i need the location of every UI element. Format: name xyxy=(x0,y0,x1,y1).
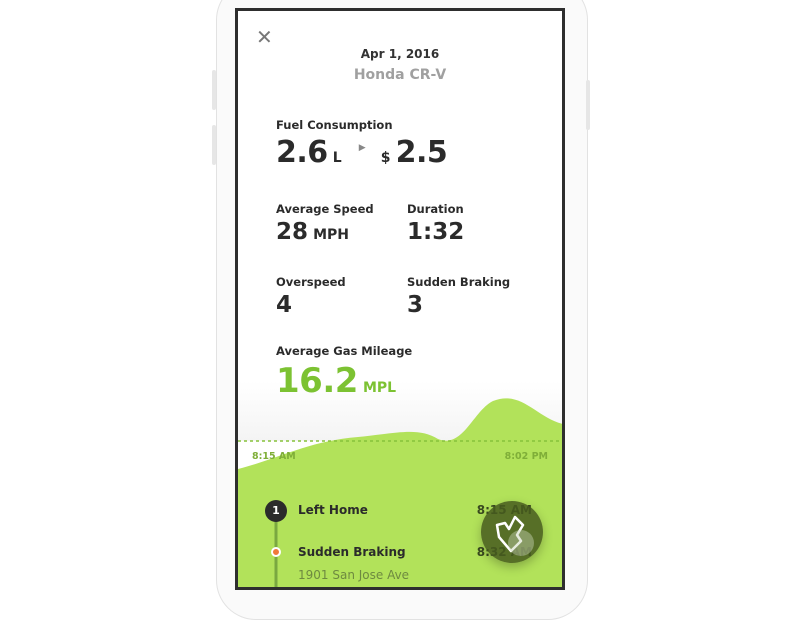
event-title[interactable]: Left Home xyxy=(298,503,368,517)
triangle-right-icon: ▶ xyxy=(358,143,366,153)
fuel-values: 2.6 L ▶ $ 2.5 xyxy=(276,135,448,170)
stat-label: Sudden Braking xyxy=(407,275,511,289)
event-title[interactable]: Sudden Braking xyxy=(298,545,406,559)
mileage-label: Average Gas Mileage xyxy=(276,344,413,358)
stat-overspeed: 4 xyxy=(276,292,293,318)
stat-value: 28 xyxy=(276,219,309,245)
close-icon[interactable]: ✕ xyxy=(256,25,273,49)
volume-up-button xyxy=(212,70,216,110)
map-route-icon xyxy=(495,515,534,556)
trip-detail-screen: ✕ Apr 1, 2016 Honda CR-V Fuel Consumptio… xyxy=(235,8,565,590)
fuel-label: Fuel Consumption xyxy=(276,118,393,132)
stat-label: Overspeed xyxy=(276,275,346,289)
stat-label: Duration xyxy=(407,202,464,216)
mileage-area-chart xyxy=(238,381,562,587)
timeline-start: 8:15 AM xyxy=(252,451,296,462)
mileage-value-group: 16.2 MPL xyxy=(276,361,396,401)
trip-date: Apr 1, 2016 xyxy=(360,47,440,61)
stat-average-speed: 28 MPH xyxy=(276,219,349,245)
fuel-liters-unit: L xyxy=(332,150,342,166)
fuel-liters: 2.6 xyxy=(276,135,328,170)
stat-sudden-braking: 3 xyxy=(407,292,424,318)
stat-label: Average Speed xyxy=(276,202,374,216)
event-address: 1901 San Jose Ave xyxy=(298,568,410,582)
mileage-area xyxy=(238,398,562,587)
route-map-button[interactable] xyxy=(481,501,543,563)
mileage-unit: MPL xyxy=(362,380,397,396)
currency-symbol: $ xyxy=(380,150,391,166)
timeline-end: 8:02 PM xyxy=(504,451,548,462)
power-button xyxy=(586,80,590,130)
mileage-value: 16.2 xyxy=(276,361,358,401)
warning-dot-icon xyxy=(271,547,281,557)
fuel-cost: 2.5 xyxy=(395,135,448,170)
stat-unit: MPH xyxy=(313,227,350,243)
stat-duration: 1:32 xyxy=(407,219,465,245)
volume-down-button xyxy=(212,125,216,165)
vehicle-name: Honda CR-V xyxy=(353,67,447,83)
event-marker: 1 xyxy=(265,500,287,522)
